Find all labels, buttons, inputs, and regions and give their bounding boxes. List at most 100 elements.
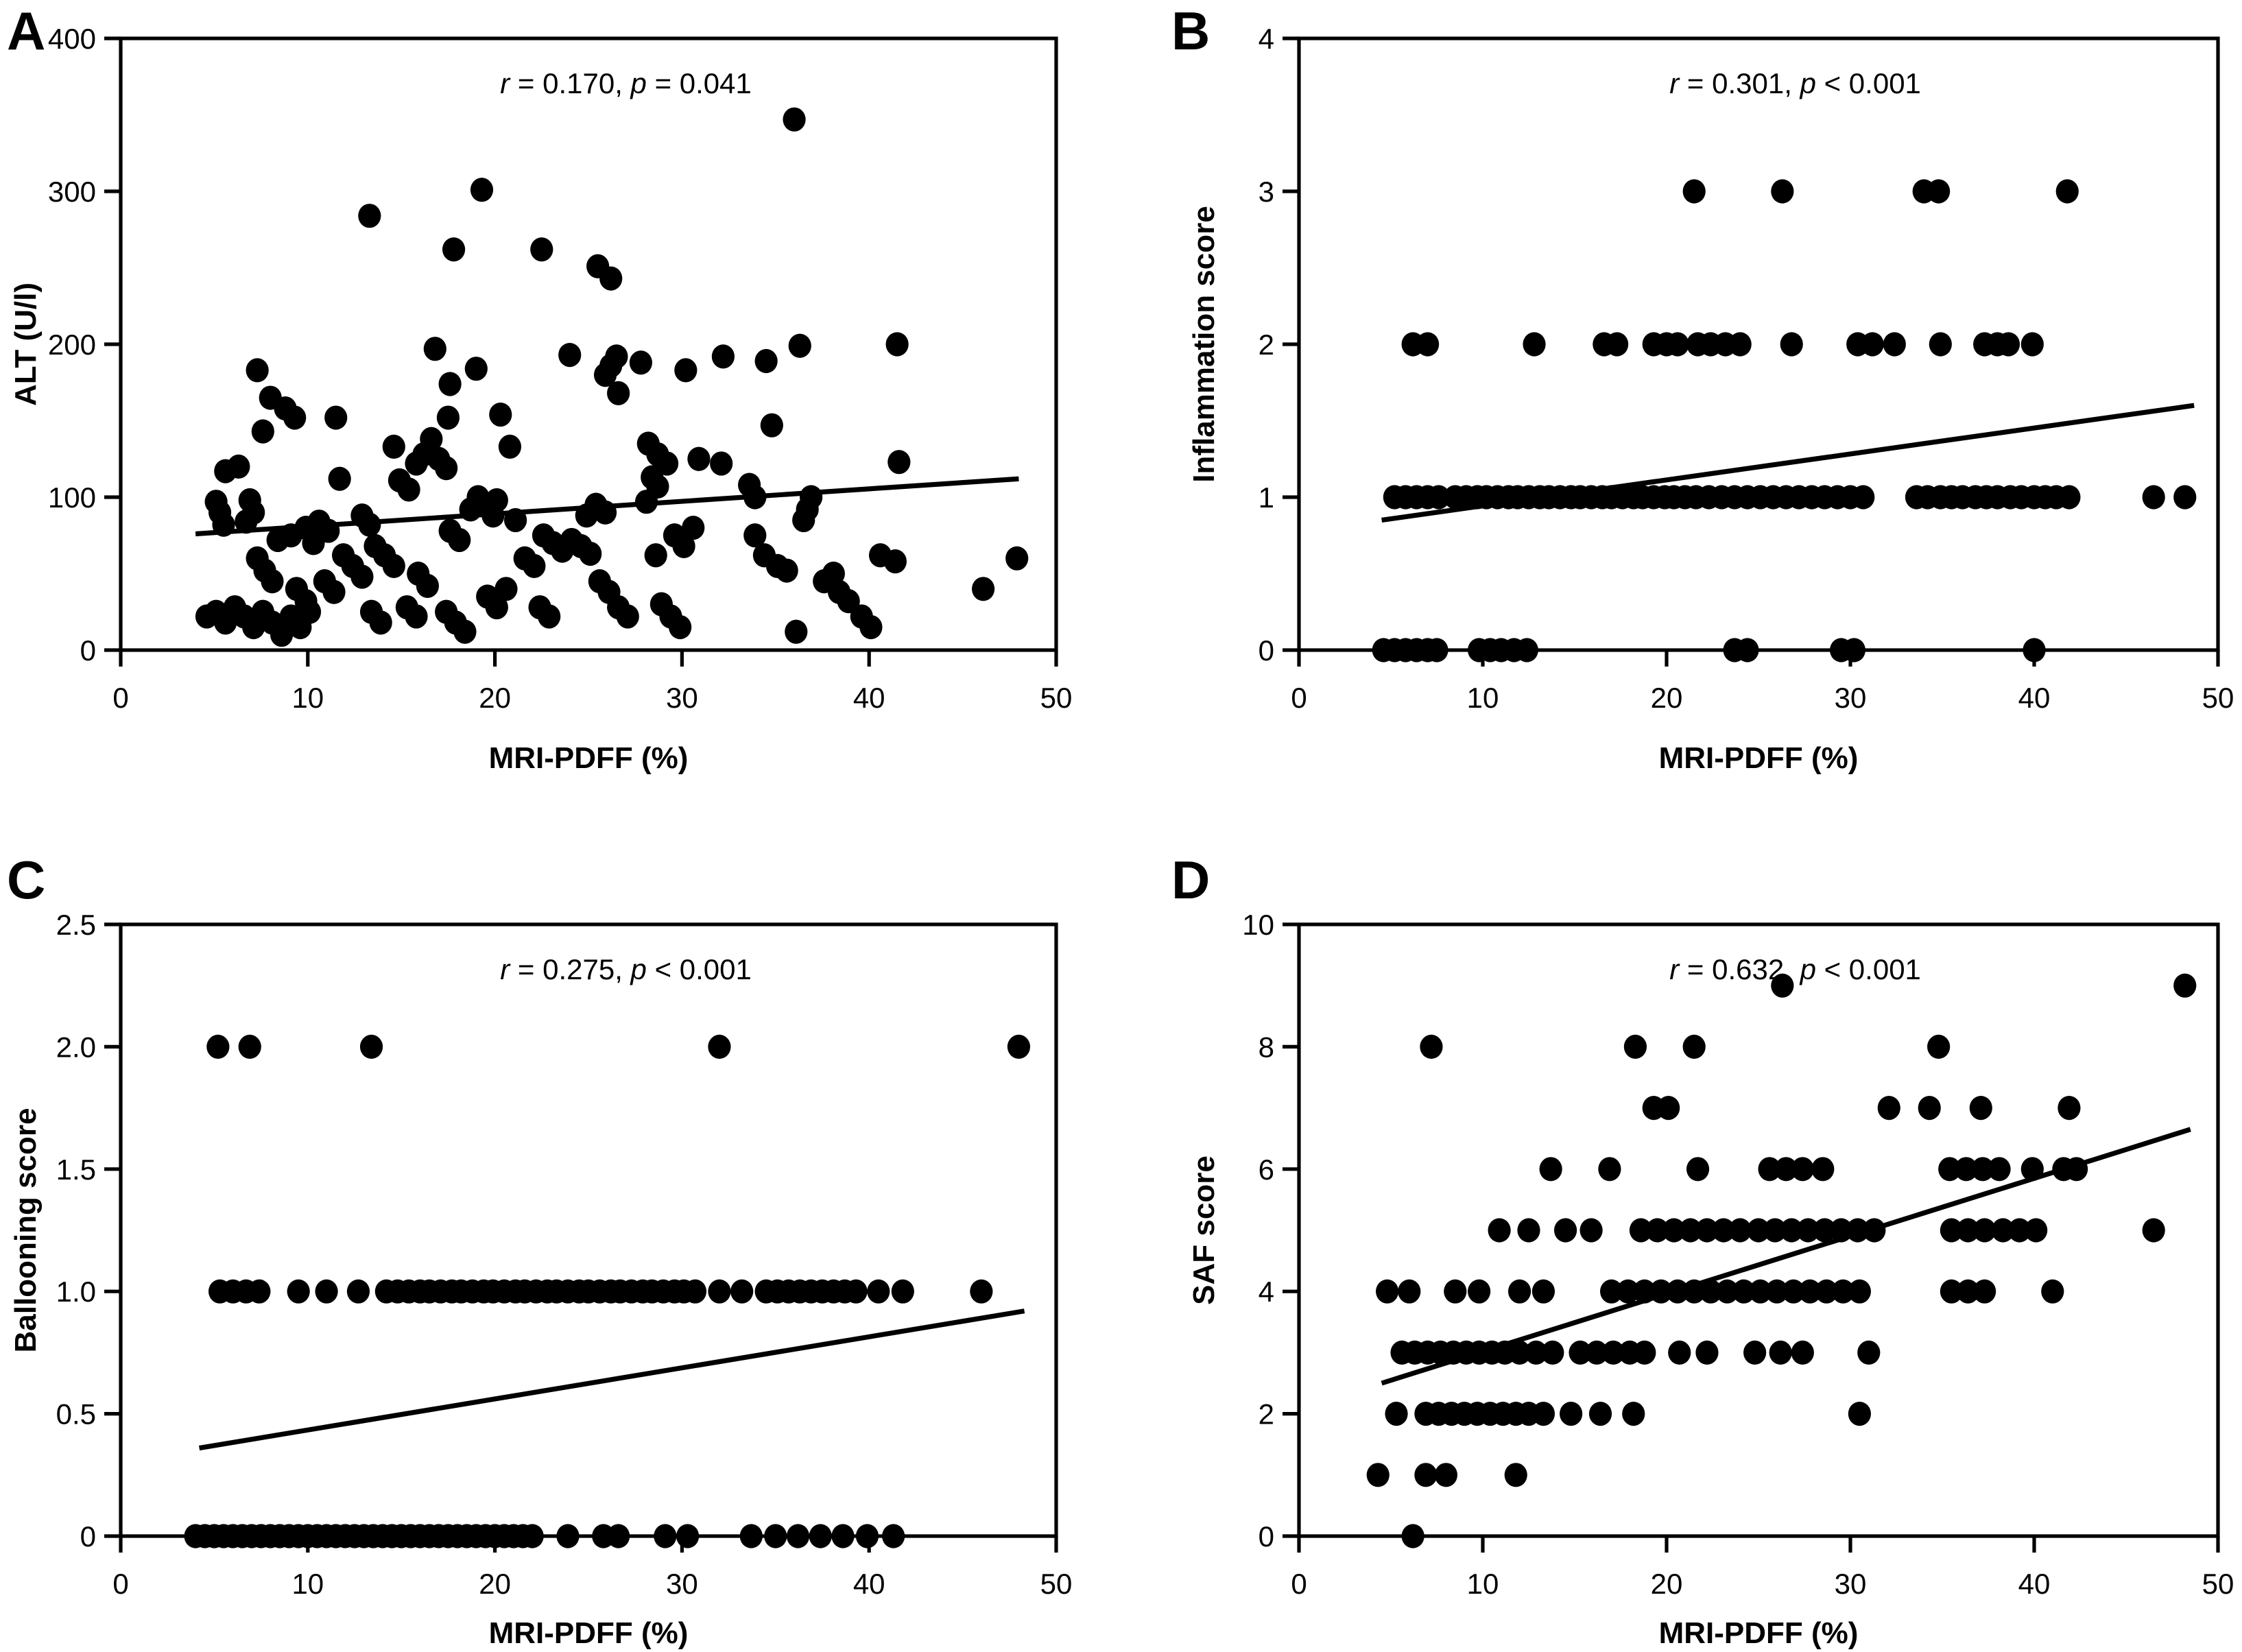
data-point bbox=[397, 477, 420, 502]
data-point bbox=[1831, 1279, 1855, 1304]
data-point bbox=[523, 553, 546, 578]
y-tick-label: 0 bbox=[1259, 634, 1274, 667]
x-axis-label: MRI-PDFF (%) bbox=[1659, 741, 1859, 775]
data-point bbox=[1560, 1402, 1583, 1426]
data-point bbox=[2007, 1218, 2031, 1243]
data-point bbox=[1988, 1157, 2011, 1182]
y-tick-label: 1.5 bbox=[56, 1153, 96, 1186]
x-tick-label: 50 bbox=[1040, 682, 1073, 714]
data-point bbox=[1649, 1279, 1673, 1304]
data-point bbox=[206, 1034, 230, 1059]
y-tick-label: 3 bbox=[1259, 176, 1274, 208]
panel-c: C 0 10 20 30 40 50 0 0.5 1.0 1.5 2.0 2.5 r = 0.275, … bbox=[0, 826, 1121, 1652]
data-point bbox=[1695, 1340, 1719, 1365]
data-point bbox=[775, 558, 798, 583]
data-point bbox=[298, 599, 322, 624]
data-point bbox=[1504, 1463, 1527, 1487]
y-tick-label: 1.0 bbox=[56, 1276, 96, 1308]
data-point bbox=[1715, 1279, 1739, 1304]
data-point bbox=[672, 534, 695, 558]
data-point bbox=[1848, 1402, 1871, 1426]
data-point bbox=[743, 485, 767, 510]
panel-letter-a: A bbox=[7, 1, 45, 61]
data-point bbox=[1416, 332, 1440, 357]
data-point bbox=[1682, 179, 1706, 204]
y-tick-label: 4 bbox=[1259, 23, 1274, 55]
data-point bbox=[1488, 1218, 1511, 1243]
data-point bbox=[669, 614, 692, 640]
data-point bbox=[730, 1279, 754, 1304]
y-axis-label: ALT (U/l) bbox=[9, 283, 43, 406]
x-tick-label: 50 bbox=[2202, 1568, 2234, 1600]
data-point bbox=[607, 381, 630, 405]
data-point bbox=[1996, 332, 2020, 357]
scatter-plot-alt: 0 10 20 30 40 50 0 100 200 300 400 r = 0.170, p = 0… bbox=[9, 23, 1073, 775]
data-point bbox=[558, 343, 582, 368]
y-tick-label: 1 bbox=[1259, 481, 1274, 514]
data-point bbox=[1629, 1218, 1653, 1243]
data-point bbox=[882, 1524, 905, 1548]
correlation-annotation: r = 0.170, p = 0.041 bbox=[500, 67, 752, 99]
data-point bbox=[498, 434, 522, 459]
y-tick-label: 0 bbox=[80, 634, 96, 667]
data-point bbox=[369, 610, 392, 635]
data-point bbox=[1940, 1218, 1963, 1243]
data-point bbox=[1877, 1096, 1900, 1121]
data-point bbox=[1791, 1157, 1814, 1182]
y-axis-label: Ballooning score bbox=[9, 1108, 43, 1353]
data-point bbox=[358, 204, 381, 228]
data-point bbox=[328, 466, 351, 491]
data-point bbox=[1811, 1157, 1835, 1182]
data-point bbox=[416, 573, 439, 598]
data-point bbox=[1728, 1218, 1752, 1243]
data-point bbox=[1813, 1218, 1837, 1243]
x-tick-label: 30 bbox=[666, 1568, 698, 1600]
x-tick-label: 30 bbox=[666, 682, 698, 714]
panel-d: D 0 10 20 30 40 50 0 2 4 6 8 10 r = 0.632, p < 0.001… bbox=[1121, 826, 2241, 1652]
data-point bbox=[972, 577, 995, 601]
data-point bbox=[579, 541, 602, 566]
data-point bbox=[754, 348, 778, 374]
data-point bbox=[867, 1279, 890, 1304]
y-tick-label: 4 bbox=[1259, 1276, 1274, 1308]
data-point bbox=[1427, 485, 1451, 510]
data-point bbox=[1434, 1463, 1457, 1487]
data-point bbox=[302, 531, 325, 555]
data-point bbox=[1861, 332, 1884, 357]
data-point bbox=[708, 1279, 731, 1304]
scatter-plot-saf: 0 10 20 30 40 50 0 2 4 6 8 10 r = 0.632, p < 0.001 MR… bbox=[1187, 909, 2234, 1650]
data-point bbox=[1682, 1034, 1706, 1059]
data-point bbox=[1927, 1034, 1951, 1059]
correlation-annotation: r = 0.632, p < 0.001 bbox=[1669, 953, 1921, 985]
data-point bbox=[599, 266, 623, 291]
y-axis-ticks: 0 100 200 300 400 bbox=[48, 23, 121, 667]
data-point bbox=[1623, 1034, 1647, 1059]
data-point bbox=[887, 450, 911, 475]
data-point bbox=[1633, 1279, 1656, 1304]
y-tick-label: 0.5 bbox=[56, 1398, 96, 1430]
data-point bbox=[1771, 179, 1794, 204]
data-point bbox=[470, 178, 494, 202]
data-point bbox=[2020, 1157, 2044, 1182]
data-point bbox=[538, 604, 561, 629]
data-point bbox=[1848, 1279, 1871, 1304]
data-point bbox=[1366, 1463, 1390, 1487]
data-point bbox=[1420, 1034, 1443, 1059]
data-points bbox=[195, 107, 1029, 647]
panel-letter-c: C bbox=[7, 850, 45, 910]
data-point bbox=[227, 454, 250, 479]
data-point bbox=[711, 344, 735, 369]
data-point bbox=[423, 337, 446, 361]
data-point bbox=[1971, 1157, 1994, 1182]
x-tick-label: 20 bbox=[1651, 682, 1683, 714]
data-point bbox=[246, 358, 269, 383]
data-point bbox=[809, 1524, 832, 1548]
y-tick-label: 100 bbox=[48, 481, 96, 514]
data-point bbox=[739, 1524, 763, 1548]
data-point bbox=[575, 503, 598, 528]
data-point bbox=[1857, 1340, 1881, 1365]
data-point bbox=[238, 1034, 261, 1059]
data-point bbox=[1657, 1096, 1680, 1121]
data-point bbox=[783, 107, 806, 132]
data-point bbox=[883, 549, 907, 574]
